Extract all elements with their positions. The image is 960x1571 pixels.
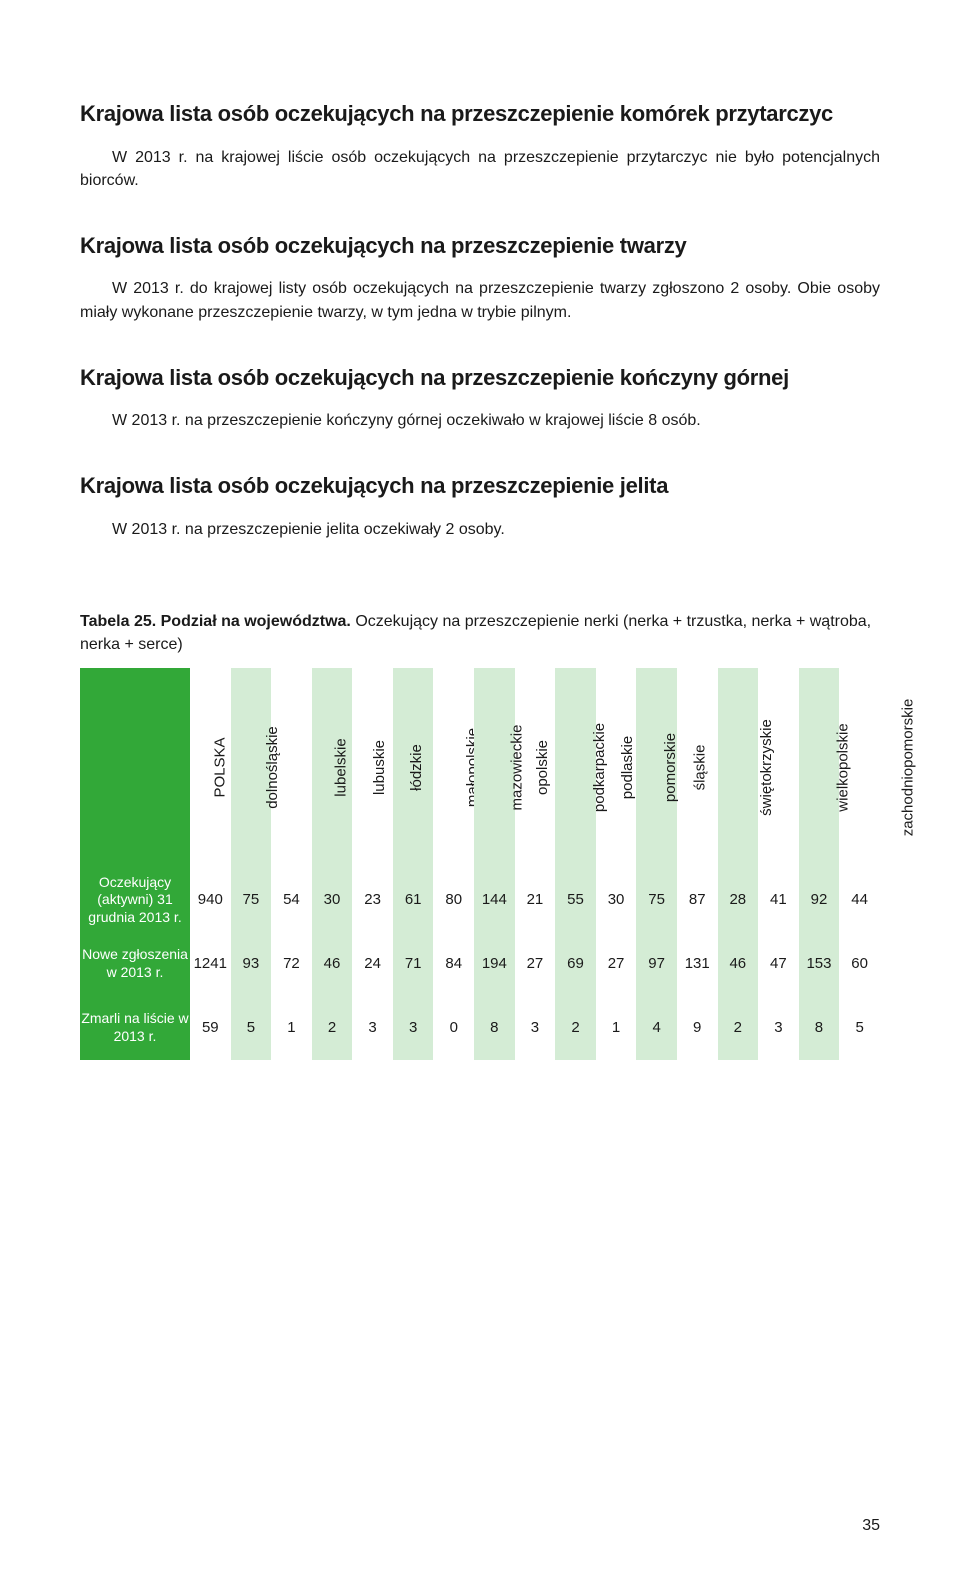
table-cell: 44 (839, 868, 880, 932)
section-body-2: W 2013 r. na przeszczepienie kończyny gó… (80, 409, 880, 432)
table-cell: 194 (474, 932, 515, 996)
row-label: Zmarli na liście w 2013 r. (80, 996, 190, 1060)
column-header: małopolskie (433, 668, 474, 868)
column-header: lubelskie (312, 668, 353, 868)
section-heading-3: Krajowa lista osób oczekujących na przes… (80, 472, 880, 500)
column-header: podkarpackie (555, 668, 596, 868)
table-cell: 46 (312, 932, 353, 996)
column-header: łódzkie (393, 668, 434, 868)
table-cell: 80 (433, 868, 474, 932)
table-cell: 2 (555, 996, 596, 1060)
section-body-3: W 2013 r. na przeszczepienie jelita ocze… (80, 518, 880, 541)
column-header: dolnośląskie (231, 668, 272, 868)
column-header: warmińsko-mazurskie (758, 668, 799, 868)
table-cell: 41 (758, 868, 799, 932)
table-corner (80, 668, 190, 868)
section-body-1: W 2013 r. do krajowej listy osób oczekuj… (80, 277, 880, 323)
table-cell: 3 (393, 996, 434, 1060)
table-cell: 27 (596, 932, 637, 996)
table-25: POLSKAdolnośląskiekujawsko-pomorskie lube… (80, 668, 880, 1060)
table-cell: 2 (312, 996, 353, 1060)
table-cell: 9 (677, 996, 718, 1060)
column-header: wielkopolskie (799, 668, 840, 868)
table-cell: 46 (718, 932, 759, 996)
table-cell: 61 (393, 868, 434, 932)
table-cell: 72 (271, 932, 312, 996)
table-cell: 69 (555, 932, 596, 996)
table-cell: 24 (352, 932, 393, 996)
table-cell: 0 (433, 996, 474, 1060)
column-header: świętokrzyskie (718, 668, 759, 868)
column-header: mazowieckie (474, 668, 515, 868)
table-cell: 3 (515, 996, 556, 1060)
table-cell: 1241 (190, 932, 231, 996)
table-cell: 3 (352, 996, 393, 1060)
column-header-label: lubuskie (371, 740, 388, 795)
row-label: Nowe zgłoszenia w 2013 r. (80, 932, 190, 996)
table-cell: 87 (677, 868, 718, 932)
column-header-label: podlaskie (619, 736, 636, 799)
table-cell: 21 (515, 868, 556, 932)
table-cell: 59 (190, 996, 231, 1060)
row-label: Oczekujący (aktywni) 31 grudnia 2013 r. (80, 868, 190, 932)
table-caption-bold: Tabela 25. Podział na województwa. (80, 613, 351, 630)
table-cell: 92 (799, 868, 840, 932)
table-cell: 84 (433, 932, 474, 996)
table-cell: 5 (839, 996, 880, 1060)
table-cell: 27 (515, 932, 556, 996)
column-header: zachodniopomorskie (839, 668, 880, 868)
table-cell: 5 (231, 996, 272, 1060)
page-number: 35 (862, 1517, 880, 1535)
table-cell: 1 (596, 996, 637, 1060)
column-header: POLSKA (190, 668, 231, 868)
table-cell: 4 (636, 996, 677, 1060)
table-cell: 60 (839, 932, 880, 996)
table-cell: 97 (636, 932, 677, 996)
column-header-label: zachodniopomorskie (900, 699, 917, 837)
table-cell: 47 (758, 932, 799, 996)
column-header: śląskie (677, 668, 718, 868)
table-cell: 55 (555, 868, 596, 932)
column-header: pomorskie (636, 668, 677, 868)
table-cell: 131 (677, 932, 718, 996)
section-heading-1: Krajowa lista osób oczekujących na przes… (80, 232, 880, 260)
table-cell: 144 (474, 868, 515, 932)
table-cell: 8 (474, 996, 515, 1060)
table-cell: 75 (231, 868, 272, 932)
table-cell: 23 (352, 868, 393, 932)
column-header-label: POLSKA (212, 738, 229, 798)
table-cell: 1 (271, 996, 312, 1060)
table-caption: Tabela 25. Podział na województwa. Oczek… (80, 611, 880, 656)
table-cell: 153 (799, 932, 840, 996)
table-cell: 30 (596, 868, 637, 932)
column-header-label: lubelskie (332, 739, 349, 797)
section-body-0: W 2013 r. na krajowej liście osób oczeku… (80, 146, 880, 192)
table-cell: 75 (636, 868, 677, 932)
column-header: podlaskie (596, 668, 637, 868)
table-cell: 2 (718, 996, 759, 1060)
table-cell: 71 (393, 932, 434, 996)
section-heading-0: Krajowa lista osób oczekujących na przes… (80, 100, 880, 128)
table-cell: 93 (231, 932, 272, 996)
column-header: kujawsko-pomorskie (271, 668, 312, 868)
column-header: opolskie (515, 668, 556, 868)
column-header-label: śląskie (691, 745, 708, 791)
column-header: lubuskie (352, 668, 393, 868)
table-cell: 8 (799, 996, 840, 1060)
column-header-label: łódzkie (408, 745, 425, 792)
table-cell: 3 (758, 996, 799, 1060)
table-cell: 54 (271, 868, 312, 932)
table-cell: 28 (718, 868, 759, 932)
column-header-label: opolskie (534, 740, 551, 795)
table-cell: 30 (312, 868, 353, 932)
table-cell: 940 (190, 868, 231, 932)
section-heading-2: Krajowa lista osób oczekujących na przes… (80, 364, 880, 392)
